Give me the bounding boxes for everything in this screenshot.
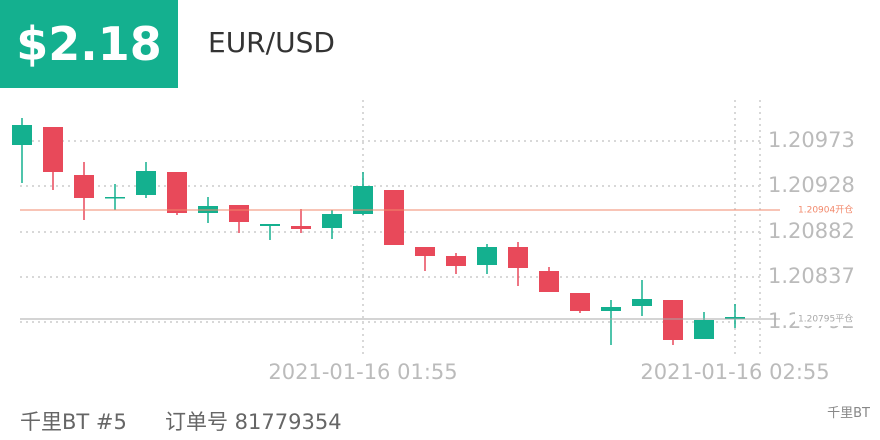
candle-body xyxy=(663,300,683,340)
candle-body xyxy=(322,214,342,228)
y-tick-label: 1.20928 xyxy=(768,173,855,197)
candle-body xyxy=(601,307,621,311)
candle-body xyxy=(43,127,63,172)
x-tick-label: 2021-01-16 02:55 xyxy=(640,360,829,384)
price-badge: $2.18 xyxy=(0,0,178,88)
candle-body xyxy=(353,186,373,214)
candle-body xyxy=(229,205,249,222)
candle-body xyxy=(539,271,559,292)
order-number: 订单号 81779354 xyxy=(165,410,342,434)
watermark: 千里BT xyxy=(827,406,870,421)
reference-label: 1.20795平仓 xyxy=(798,313,853,325)
y-tick-label: 1.20882 xyxy=(768,219,855,243)
candle-body xyxy=(694,320,714,339)
candle-body xyxy=(415,247,435,256)
candle-body xyxy=(260,224,280,226)
candle-body xyxy=(725,317,745,319)
x-tick-label: 2021-01-16 01:55 xyxy=(268,360,457,384)
candle-body xyxy=(167,172,187,213)
candle-body xyxy=(570,293,590,311)
reference-label-bg xyxy=(795,203,861,217)
candle-body xyxy=(12,125,32,145)
candle-body xyxy=(291,226,311,229)
candle-body xyxy=(477,247,497,265)
candle-body xyxy=(74,175,94,198)
y-tick-label: 1.20837 xyxy=(768,264,855,288)
candle-body xyxy=(632,299,652,306)
candle-body xyxy=(446,256,466,266)
reference-label: 1.20904开仓 xyxy=(798,204,853,216)
candle-body xyxy=(384,190,404,245)
candle-body xyxy=(105,197,125,199)
candle-body xyxy=(136,171,156,195)
candle-body xyxy=(508,247,528,268)
y-tick-label: 1.20973 xyxy=(768,128,855,152)
symbol: EUR/USD xyxy=(208,26,335,59)
reference-label-bg xyxy=(795,312,861,326)
account: 千里BT #5 xyxy=(20,410,127,434)
